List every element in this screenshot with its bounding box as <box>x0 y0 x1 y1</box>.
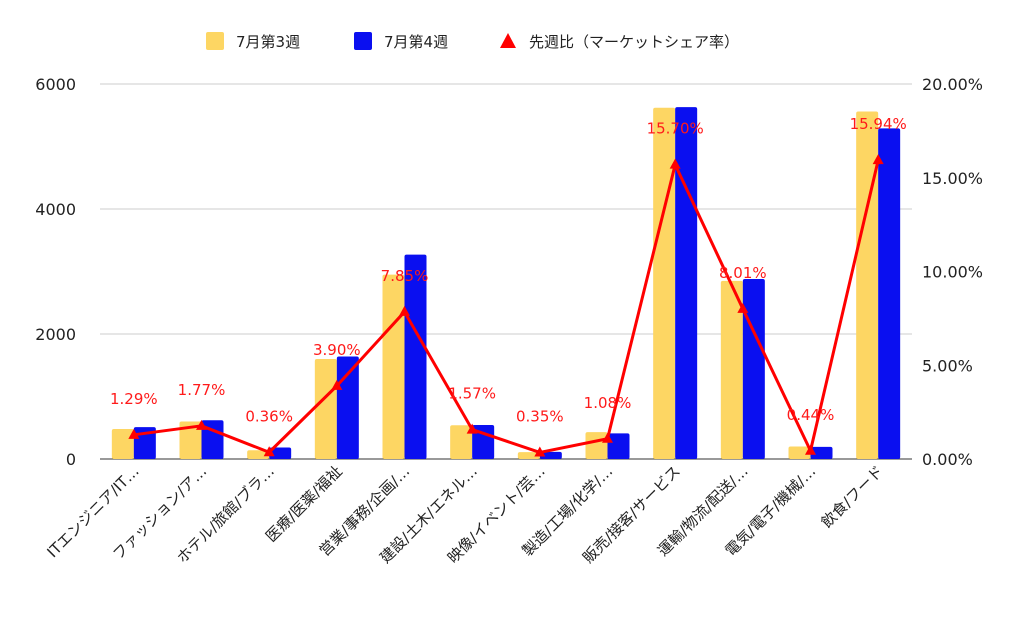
share-data-label: 3.90% <box>313 341 361 359</box>
bar-week4 <box>404 254 427 459</box>
bars <box>111 107 901 459</box>
bar-week4 <box>472 424 495 459</box>
bar-week3 <box>720 280 743 459</box>
share-data-label: 1.08% <box>584 394 632 412</box>
bar-week4 <box>878 128 901 459</box>
share-point <box>263 446 275 457</box>
y2-tick-label: 15.00% <box>922 169 983 188</box>
y2-tick-label: 0.00% <box>922 450 973 469</box>
bar-week4 <box>607 433 630 459</box>
share-point <box>805 444 816 455</box>
legend: 7月第3週 7月第4週 先週比（マーケットシェア率） <box>206 32 739 51</box>
legend-week3-swatch <box>206 32 224 50</box>
bar-week3 <box>517 452 540 459</box>
bar-week3 <box>788 446 811 459</box>
bar-week3 <box>585 432 608 459</box>
legend-share-label: 先週比（マーケットシェア率） <box>529 33 739 51</box>
bar-week4 <box>336 356 359 459</box>
legend-week4-swatch <box>354 32 372 50</box>
share-data-label: 1.57% <box>448 385 496 403</box>
y-tick-label: 0 <box>66 450 76 469</box>
y-tick-label: 4000 <box>35 200 76 219</box>
bar-week3 <box>111 429 134 459</box>
share-point <box>602 432 613 443</box>
share-point <box>534 446 546 457</box>
bar-week3 <box>450 425 473 459</box>
share-polyline <box>133 159 880 454</box>
share-data-label: 0.36% <box>245 407 293 425</box>
share-point <box>466 423 478 434</box>
share-data-label: 15.94% <box>850 115 907 133</box>
y2-tick-label: 5.00% <box>922 356 973 375</box>
share-data-label: 1.29% <box>110 390 158 408</box>
legend-week4-label: 7月第4週 <box>384 33 448 51</box>
bar-week3 <box>382 274 405 459</box>
x-axis-categories: ITエンジニア/IT…ファッション/ア…ホテル/旅館/ブラ…医療/医薬/福祉営業… <box>44 462 887 567</box>
bar-week4 <box>810 446 833 459</box>
share-point <box>196 419 207 430</box>
gridlines <box>100 83 912 460</box>
share-data-label: 7.85% <box>381 267 429 285</box>
bar-week3 <box>314 359 337 459</box>
share-point <box>331 379 343 390</box>
category-label: 飲食/フード <box>818 462 887 531</box>
bar-week4 <box>539 451 562 459</box>
share-point <box>399 305 410 316</box>
data-labels: 1.29% 1.77% 0.36% 3.90% 7.85% 1.57% 0.35% 1.08%… <box>110 115 907 425</box>
bar-week4 <box>742 279 765 459</box>
share-line <box>128 154 884 457</box>
bar-week4 <box>675 107 698 459</box>
legend-week3-label: 7月第3週 <box>236 33 300 51</box>
bar-week3 <box>247 450 270 459</box>
y-tick-label: 6000 <box>35 75 76 94</box>
share-data-label: 8.01% <box>719 264 767 282</box>
share-point <box>737 302 749 313</box>
y-axis-right: 0.00% 5.00% 10.00% 15.00% 20.00% <box>922 75 983 469</box>
bar-week3 <box>179 421 202 459</box>
share-data-label: 1.77% <box>178 381 226 399</box>
share-data-label: 0.44% <box>787 406 835 424</box>
y2-tick-label: 20.00% <box>922 75 983 94</box>
share-point <box>669 158 681 169</box>
bar-week3 <box>856 111 879 459</box>
bar-week4 <box>201 420 224 459</box>
bar-week3 <box>653 107 676 459</box>
share-data-label: 0.35% <box>516 407 564 425</box>
bar-week4 <box>269 447 292 459</box>
share-point <box>872 154 884 165</box>
share-point <box>128 428 140 439</box>
legend-share-swatch <box>500 33 516 48</box>
y-tick-label: 2000 <box>35 325 76 344</box>
y-axis-left: 0 2000 4000 6000 <box>35 75 76 469</box>
share-data-label: 15.70% <box>647 120 704 138</box>
y2-tick-label: 10.00% <box>922 263 983 282</box>
